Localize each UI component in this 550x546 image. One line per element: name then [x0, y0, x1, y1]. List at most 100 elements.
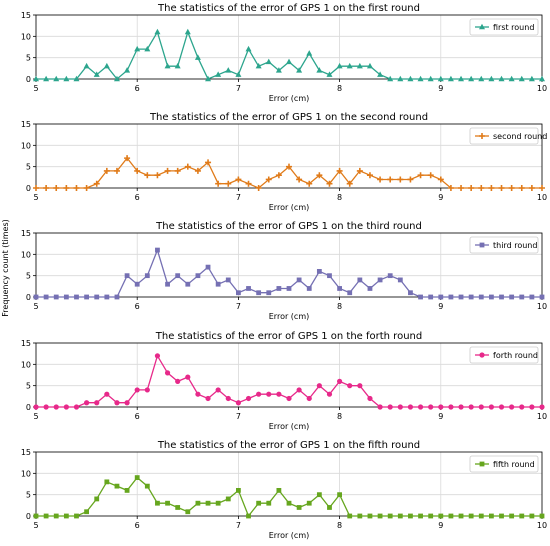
data-point [63, 75, 70, 82]
data-point [337, 378, 343, 384]
legend-label: third round [493, 241, 537, 250]
data-point [458, 185, 465, 191]
data-point [245, 180, 252, 187]
data-point [509, 404, 515, 410]
data-point [519, 513, 525, 519]
data-point [74, 513, 79, 519]
data-point [306, 395, 312, 402]
x-tick-label: 6 [135, 302, 140, 311]
y-tick-label: 10 [21, 141, 31, 150]
legend-swatch-marker [479, 242, 485, 248]
data-point [377, 71, 384, 77]
data-point [225, 67, 232, 73]
x-axis-label: Error (cm) [269, 94, 309, 103]
x-tick-label: 5 [33, 412, 38, 421]
data-point [275, 172, 282, 179]
data-point [347, 290, 353, 296]
data-point [205, 75, 212, 82]
data-point [124, 488, 130, 493]
data-point [175, 505, 181, 510]
data-point [225, 395, 231, 402]
x-axis-label: Error (cm) [269, 203, 309, 212]
data-point [33, 513, 39, 519]
x-tick-label: 8 [337, 302, 342, 311]
data-point [63, 404, 69, 410]
data-point [387, 176, 394, 183]
series-line [36, 476, 542, 518]
data-point [296, 505, 302, 510]
data-point [418, 513, 423, 519]
plot-frame [35, 14, 543, 80]
legend: third round [469, 236, 539, 254]
data-point [519, 294, 525, 300]
data-point [33, 75, 39, 82]
x-tick-label: 6 [135, 193, 140, 202]
data-point [488, 75, 495, 82]
data-point [184, 28, 191, 35]
data-point [256, 391, 262, 397]
data-point [195, 500, 201, 506]
data-point [296, 67, 303, 73]
data-point [518, 185, 525, 191]
data-point [438, 513, 444, 519]
data-point [53, 185, 60, 191]
data-point [73, 75, 80, 82]
data-point [205, 500, 211, 506]
data-point [266, 391, 272, 397]
data-point [43, 185, 50, 191]
x-tick-label: 10 [537, 193, 547, 202]
data-point [83, 185, 90, 191]
data-point [185, 281, 191, 287]
data-point [164, 62, 171, 69]
data-point [53, 294, 59, 300]
x-tick-label: 5 [33, 302, 38, 311]
data-point [509, 294, 515, 300]
data-point [458, 513, 464, 519]
figure-y-axis-label: Frequency count (times) [1, 219, 10, 316]
data-point [367, 395, 373, 402]
data-point [53, 404, 59, 410]
x-tick-label: 8 [337, 521, 342, 530]
data-point [478, 185, 485, 191]
data-point [528, 75, 535, 82]
data-point [539, 185, 545, 191]
data-point [499, 513, 504, 519]
data-point [377, 277, 383, 283]
data-point [246, 286, 251, 291]
data-point [397, 404, 403, 410]
data-point [337, 492, 342, 498]
data-point [215, 387, 221, 393]
data-point [175, 378, 181, 384]
x-axis-label: Error (cm) [269, 531, 309, 540]
data-point [84, 400, 90, 406]
chart-title: The statistics of the error of GPS 1 on … [149, 112, 428, 123]
legend: first round [469, 18, 539, 36]
data-point [428, 404, 434, 410]
x-tick-label: 10 [537, 302, 547, 311]
y-tick-label: 5 [26, 163, 31, 172]
data-point [73, 185, 80, 191]
data-point [43, 513, 49, 519]
data-point [43, 404, 49, 410]
data-point [397, 75, 404, 82]
data-point [195, 391, 201, 397]
x-tick-label: 7 [236, 412, 241, 421]
data-point [194, 167, 201, 174]
data-point [438, 294, 444, 300]
data-point [458, 404, 464, 410]
legend-swatch-marker [479, 23, 485, 30]
data-point [94, 294, 100, 300]
data-point [265, 58, 272, 65]
x-tick-label: 8 [337, 84, 342, 93]
x-tick-label: 9 [438, 302, 443, 311]
data-point [408, 290, 413, 296]
data-point [94, 496, 100, 502]
data-point [387, 404, 393, 410]
data-point [468, 404, 474, 410]
y-tick-label: 10 [21, 360, 31, 369]
data-point [134, 167, 141, 174]
data-point [114, 294, 120, 300]
data-point [84, 294, 89, 300]
